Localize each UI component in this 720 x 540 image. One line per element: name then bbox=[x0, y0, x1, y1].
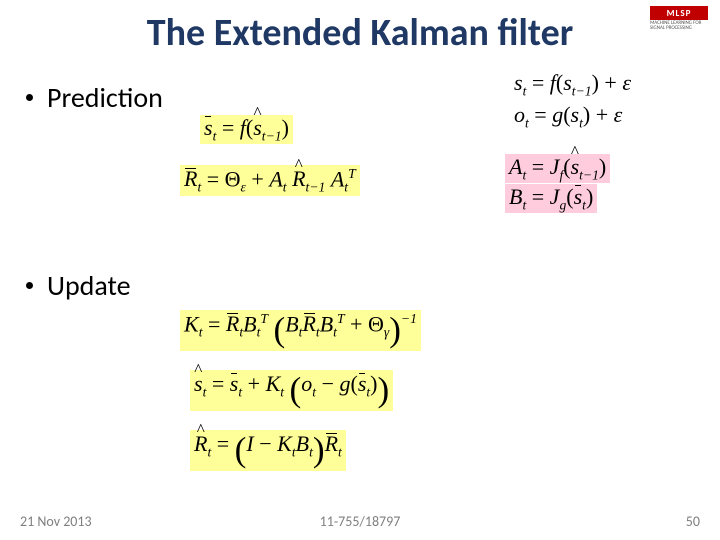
mlsp-logo: MLSP MACHINE LEARNING FOR SIGNAL PROCESS… bbox=[650, 6, 708, 34]
eq-update-cov: Rt = (I − KtBt)Rt bbox=[190, 430, 346, 471]
bullet-dot-icon bbox=[26, 282, 33, 289]
slide-title: The Extended Kalman filter bbox=[0, 10, 720, 56]
eq-state-model: st = f(st−1) + ε bbox=[510, 70, 635, 99]
bullet-prediction-label: Prediction bbox=[47, 80, 163, 115]
bullet-update: Update bbox=[26, 268, 131, 303]
eq-obs-model: ot = g(st) + ε bbox=[510, 102, 626, 131]
eq-jac-a: At = Jf(st−1) bbox=[505, 154, 610, 183]
eq-predict-cov: Rt = Θε + At Rt−1 AtT bbox=[180, 165, 360, 196]
bullet-prediction: Prediction bbox=[26, 80, 163, 115]
eq-predict-mean: st = f(st−1) bbox=[200, 115, 293, 144]
footer-date: 21 Nov 2013 bbox=[20, 513, 92, 530]
slide-footer: 21 Nov 2013 11-755/18797 50 bbox=[20, 513, 700, 530]
logo-sub: MACHINE LEARNING FOR SIGNAL PROCESSING bbox=[650, 20, 708, 31]
eq-kalman-gain: Kt = RtBtT (BtRtBtT + Θγ)−1 bbox=[180, 310, 421, 351]
footer-page: 50 bbox=[686, 513, 700, 530]
footer-course: 11-755/18797 bbox=[320, 513, 401, 530]
eq-jac-b: Bt = Jg(st) bbox=[505, 184, 597, 213]
logo-main: MLSP bbox=[650, 6, 708, 20]
bullet-update-label: Update bbox=[47, 268, 131, 303]
eq-update-mean: st = st + Kt (ot − g(st)) bbox=[190, 370, 393, 411]
bullet-dot-icon bbox=[26, 94, 33, 101]
